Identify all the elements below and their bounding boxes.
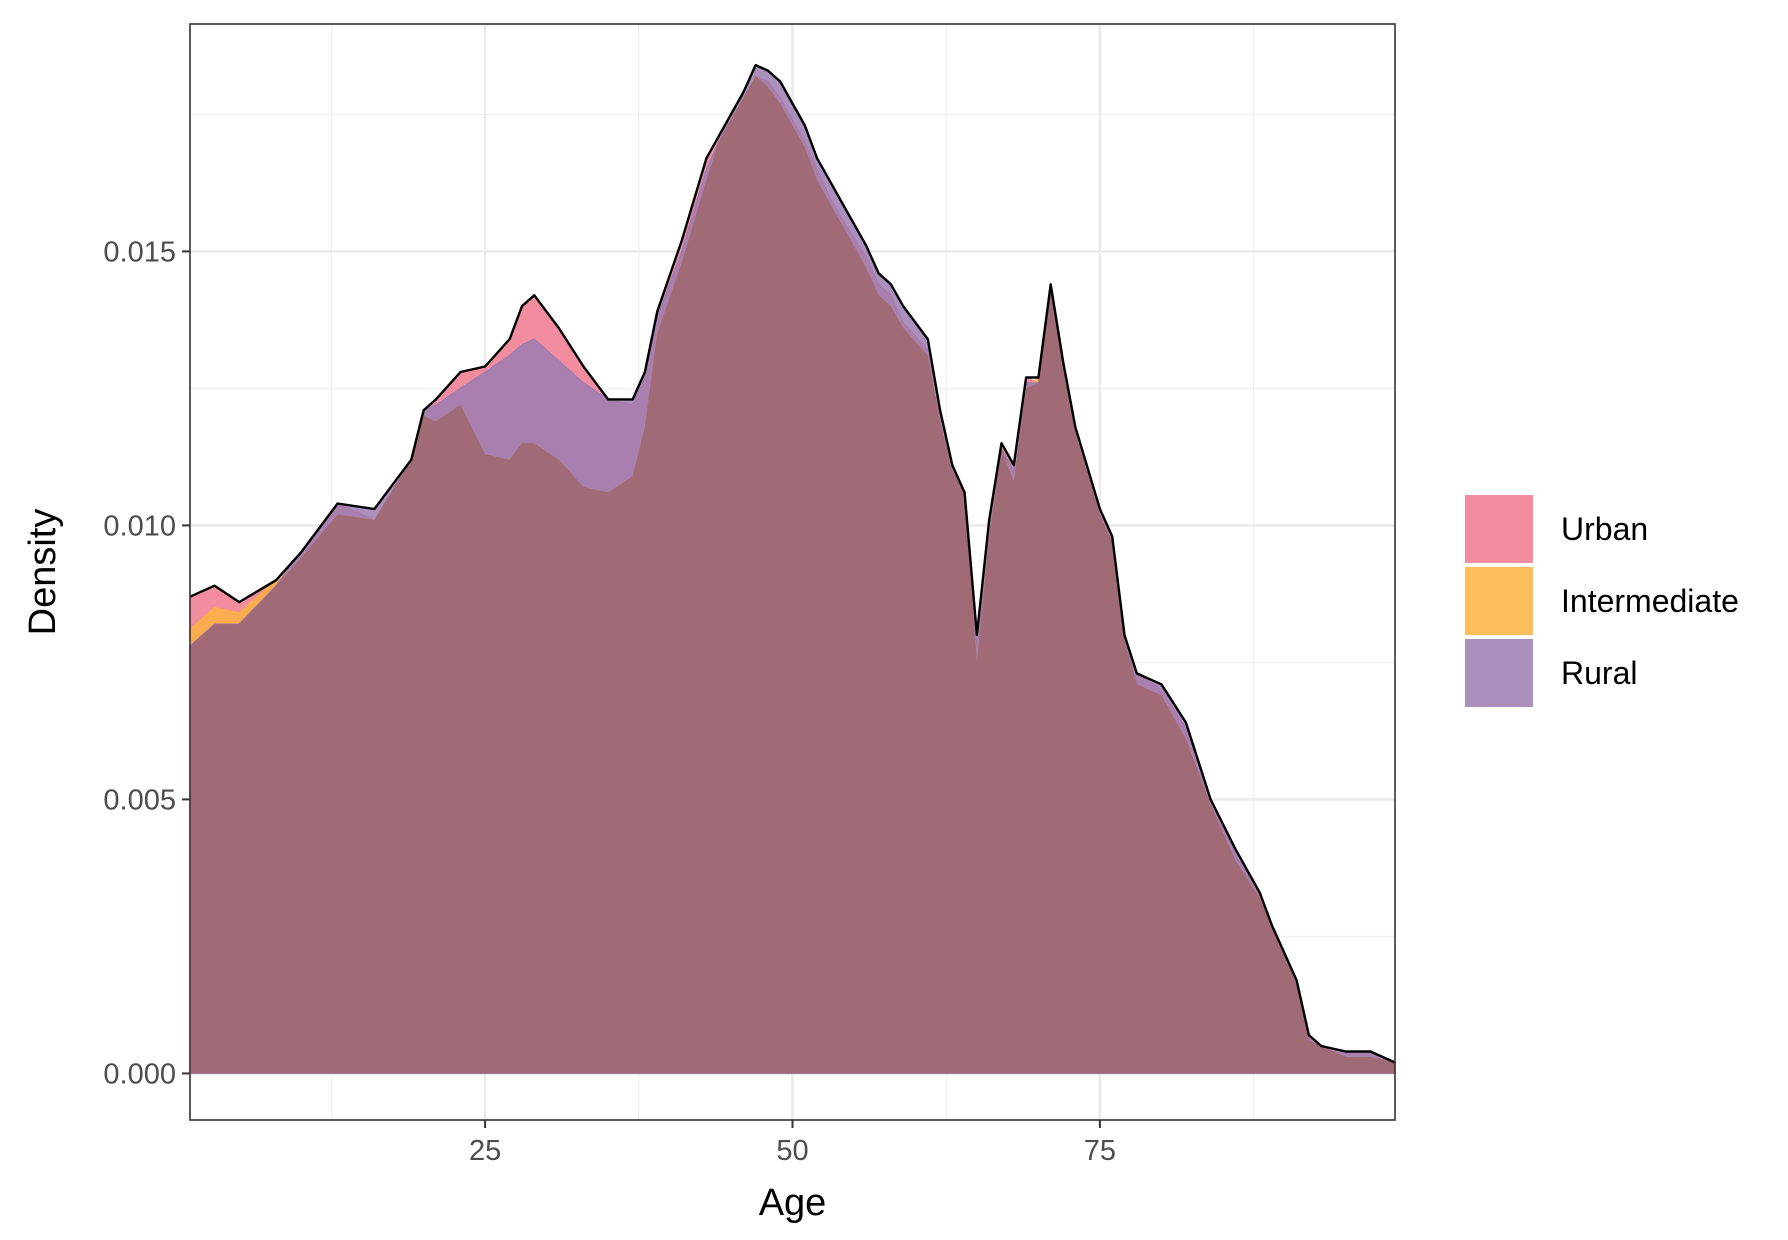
- y-tick-label: 0.010: [103, 510, 176, 542]
- density-areas: [189, 64, 1396, 1074]
- x-tick-label: 25: [469, 1135, 501, 1167]
- density-outline: [189, 63, 1396, 1064]
- legend-label-urban: Urban: [1561, 511, 1648, 547]
- legend-key-urban: [1465, 495, 1533, 563]
- y-tick-label: 0.000: [103, 1058, 176, 1090]
- density-area-overlap: [190, 76, 1395, 1074]
- legend: Urban Intermediate Rural: [1465, 495, 1739, 707]
- x-axis-title: Age: [759, 1182, 827, 1224]
- legend-label-rural: Rural: [1561, 655, 1637, 691]
- axes: 25 50 75 0.000 0.005 0.010 0.015: [103, 236, 1116, 1167]
- legend-key-rural: [1465, 639, 1533, 707]
- y-tick-label: 0.015: [103, 236, 176, 268]
- legend-label-intermediate: Intermediate: [1561, 583, 1739, 619]
- density-outline-line: [189, 63, 1396, 1064]
- legend-key-intermediate: [1465, 567, 1533, 635]
- y-axis-title: Density: [22, 509, 64, 636]
- x-tick-label: 75: [1084, 1135, 1116, 1167]
- y-tick-label: 0.005: [103, 784, 176, 816]
- x-tick-label: 50: [776, 1135, 808, 1167]
